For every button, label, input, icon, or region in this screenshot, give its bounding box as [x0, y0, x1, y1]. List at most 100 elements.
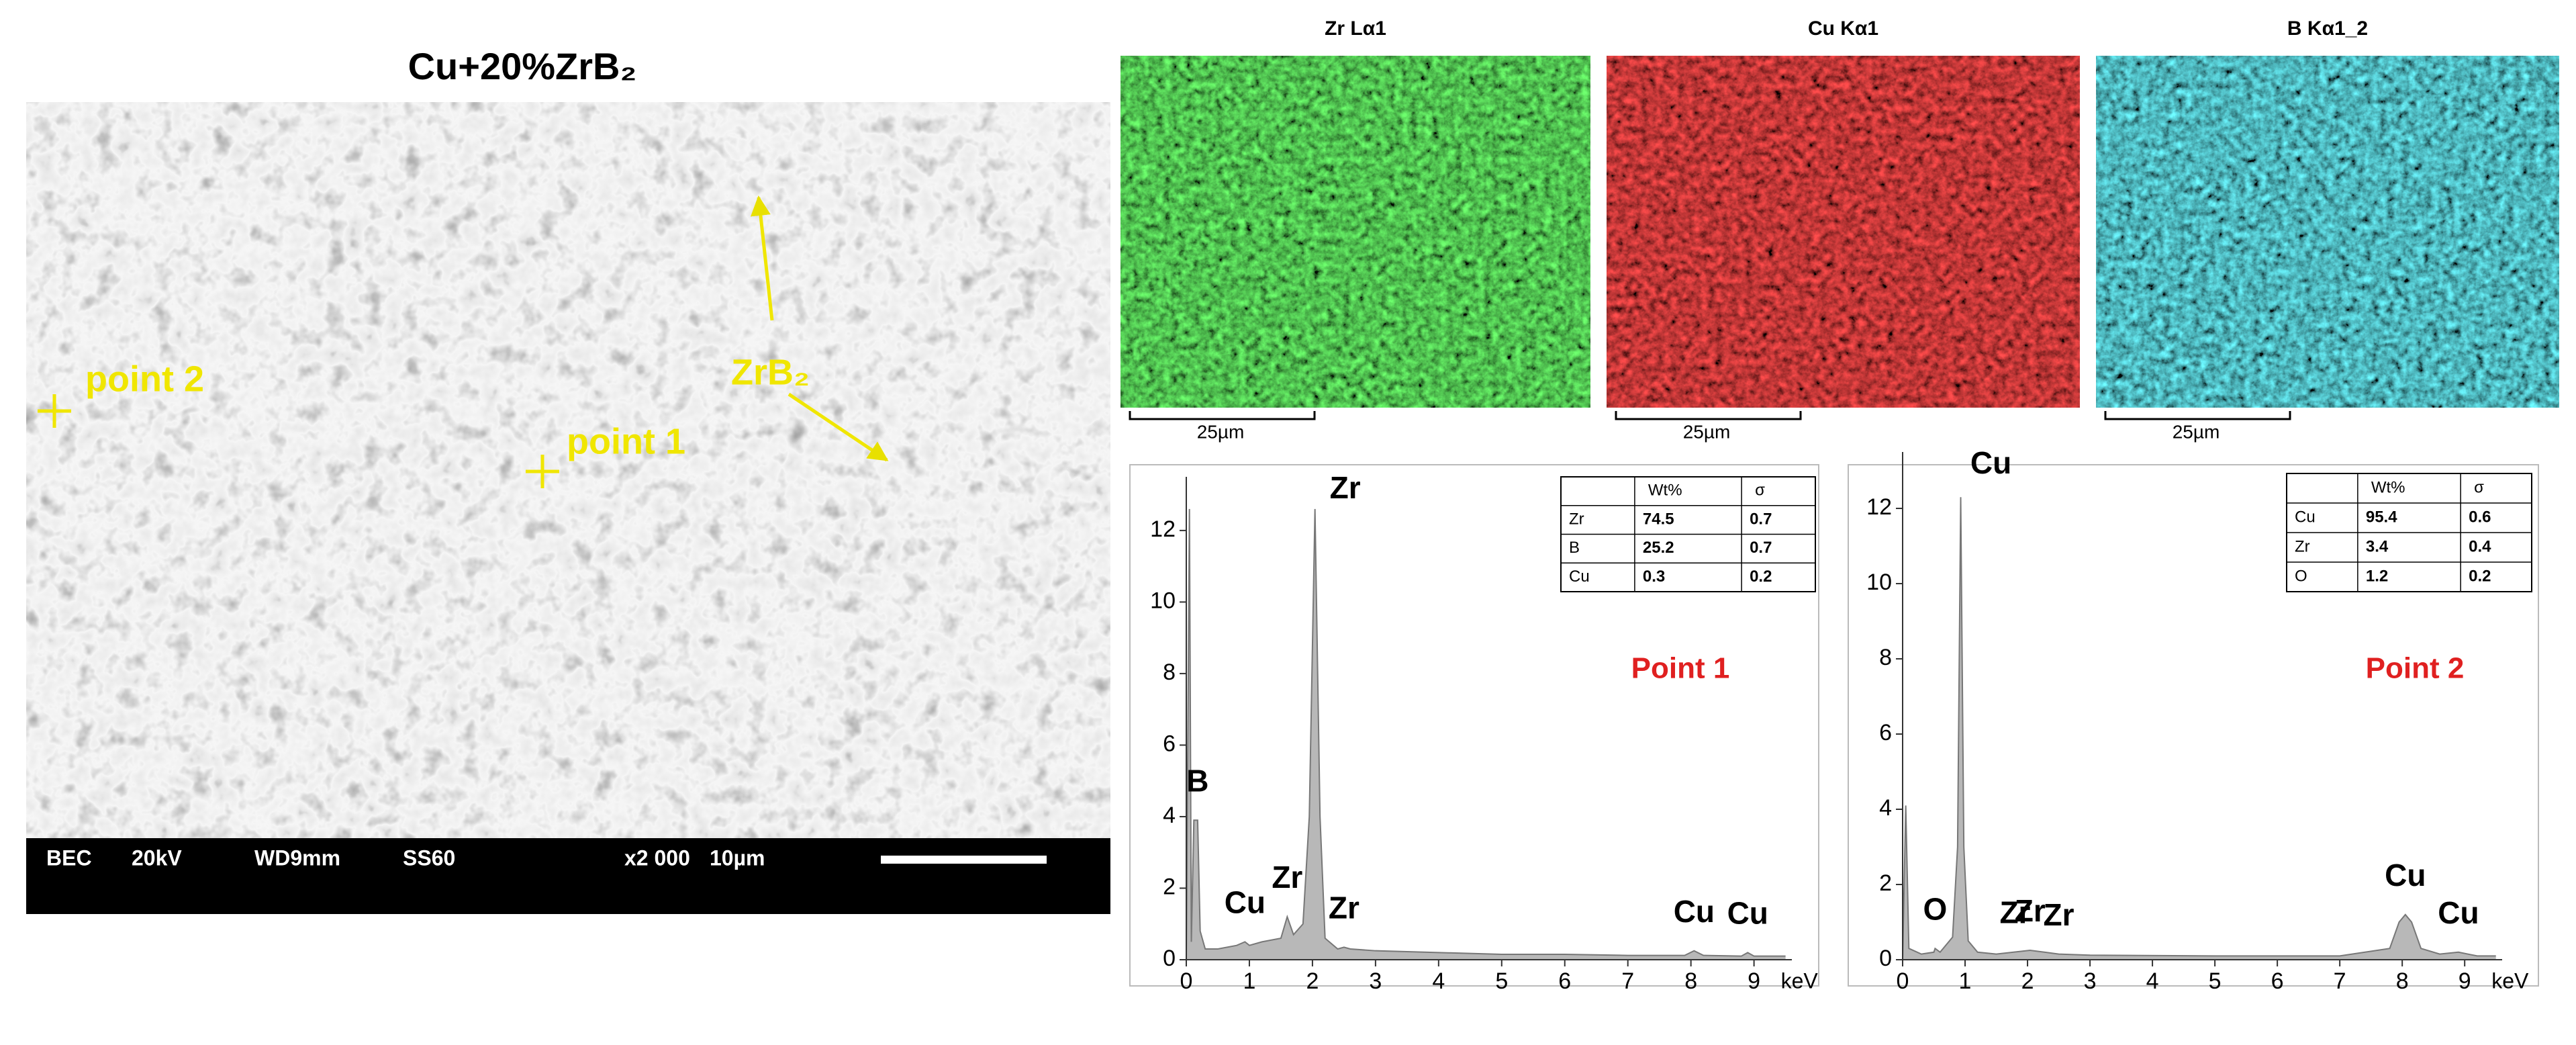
x-tick-label: 1	[1243, 968, 1255, 994]
map-title: Zr Lα1	[1325, 17, 1386, 40]
cross-point-2	[38, 394, 71, 428]
sem-info-bar	[26, 838, 1110, 914]
y-tick-label: 4	[1163, 803, 1176, 828]
y-tick-label: 8	[1163, 660, 1176, 685]
table-cell: B	[1569, 539, 1580, 557]
element-map	[1120, 56, 1590, 408]
y-tick-label: 12	[1866, 494, 1892, 520]
table-header: Wt%	[1648, 482, 1682, 500]
x-tick-label: 7	[2334, 968, 2346, 994]
table-cell: 0.7	[1750, 510, 1772, 528]
map-title: Cu Kα1	[1808, 17, 1878, 40]
peak-label: Cu	[1727, 896, 1768, 931]
x-tick-label: 3	[1369, 968, 1382, 994]
element-map	[2096, 56, 2559, 408]
y-tick-label: 6	[1879, 720, 1892, 745]
peak-label: Zr	[1272, 860, 1302, 895]
table-cell: 74.5	[1643, 510, 1674, 528]
x-tick-label: 2	[1306, 968, 1319, 994]
peak-label: Zr	[1330, 470, 1361, 505]
peak-label: Zr	[2044, 897, 2074, 932]
x-tick-label: 8	[1684, 968, 1697, 994]
y-tick-label: 0	[1879, 946, 1892, 971]
x-tick-label: 4	[1432, 968, 1445, 994]
map-title: B Kα1_2	[2287, 17, 2368, 40]
table-cell: 0.3	[1643, 567, 1665, 586]
spectrum	[1902, 497, 2496, 960]
table-cell: Zr	[1569, 510, 1584, 528]
sem-info-text: BEC	[46, 846, 92, 870]
x-tick-label: 1	[1959, 968, 1972, 994]
peak-label: Zr	[1329, 891, 1359, 925]
map-scale-label: 25µm	[1683, 421, 1731, 442]
table-cell: 25.2	[1643, 539, 1674, 557]
table-cell: 95.4	[2366, 508, 2397, 526]
spectrum	[1186, 508, 1786, 960]
x-axis-label: keV	[2491, 968, 2529, 993]
sem-annotation: point 2	[85, 359, 204, 399]
x-tick-label: 0	[1897, 968, 1909, 994]
peak-label: B	[1186, 763, 1208, 798]
point-label: Point 1	[1631, 652, 1730, 685]
panel-frame	[1129, 464, 1819, 987]
arrow	[788, 392, 889, 462]
table-header: Wt%	[2371, 478, 2405, 496]
table-header: σ	[1755, 482, 1765, 500]
sem-annotation: ZrB₂	[731, 352, 810, 392]
x-tick-label: 6	[2271, 968, 2284, 994]
y-tick-label: 2	[1163, 874, 1176, 899]
y-tick-label: 8	[1879, 645, 1892, 670]
sem-info-text: 10µm	[710, 846, 765, 870]
table-cell: 0.4	[2469, 537, 2491, 555]
map-scale-bar	[2104, 411, 2291, 420]
map-scale-label: 25µm	[2173, 421, 2220, 442]
peak-label: Cu	[2438, 895, 2479, 930]
table-cell: O	[2295, 567, 2307, 585]
table-cell: 0.2	[2469, 567, 2491, 585]
y-tick-label: 10	[1866, 570, 1892, 595]
map-scale-bar	[1615, 411, 1802, 420]
table-cell: 3.4	[2366, 537, 2389, 555]
map-scale-bar	[1129, 411, 1316, 420]
x-tick-label: 7	[1621, 968, 1634, 994]
table-cell: 0.2	[1750, 567, 1772, 586]
x-tick-label: 9	[2459, 968, 2471, 994]
sem-annotation: point 1	[567, 421, 685, 461]
peak-label: Zr	[2015, 893, 2046, 928]
arrow	[751, 195, 774, 321]
y-tick-label: 6	[1163, 731, 1176, 756]
sem-title: Cu+20%ZrB₂	[408, 45, 637, 87]
x-tick-label: 2	[2021, 968, 2034, 994]
x-tick-label: 4	[2146, 968, 2159, 994]
table-header: σ	[2474, 478, 2484, 496]
table-cell: 0.6	[2469, 508, 2491, 526]
peak-label: Cu	[2385, 858, 2426, 893]
cross-point-1	[526, 455, 559, 488]
x-tick-label: 5	[2209, 968, 2222, 994]
y-tick-label: 12	[1150, 516, 1176, 542]
map-scale-label: 25µm	[1197, 421, 1245, 442]
x-tick-label: 8	[2396, 968, 2409, 994]
y-tick-label: 0	[1163, 946, 1176, 971]
peak-label: O	[1923, 891, 1947, 926]
table-cell: 1.2	[2366, 567, 2388, 585]
table-cell: Zr	[2295, 537, 2310, 555]
x-tick-label: 9	[1748, 968, 1760, 994]
x-tick-label: 6	[1558, 968, 1571, 994]
x-tick-label: 0	[1180, 968, 1193, 994]
table-cell: Cu	[1569, 567, 1590, 586]
element-map	[1607, 56, 2080, 408]
peak-label: Cu	[1674, 894, 1715, 929]
y-tick-label: 4	[1879, 795, 1892, 821]
x-axis-label: keV	[1781, 968, 1819, 993]
x-tick-label: 3	[2084, 968, 2097, 994]
peak-label: Cu	[1225, 885, 1266, 920]
peak-label: Cu	[1970, 445, 2011, 480]
table-cell: Cu	[2295, 508, 2316, 526]
spectrum-fill	[1903, 497, 2496, 960]
sem-info-text: WD9mm	[254, 846, 340, 870]
point-label: Point 2	[2366, 652, 2465, 685]
panel-frame	[1848, 464, 2539, 987]
